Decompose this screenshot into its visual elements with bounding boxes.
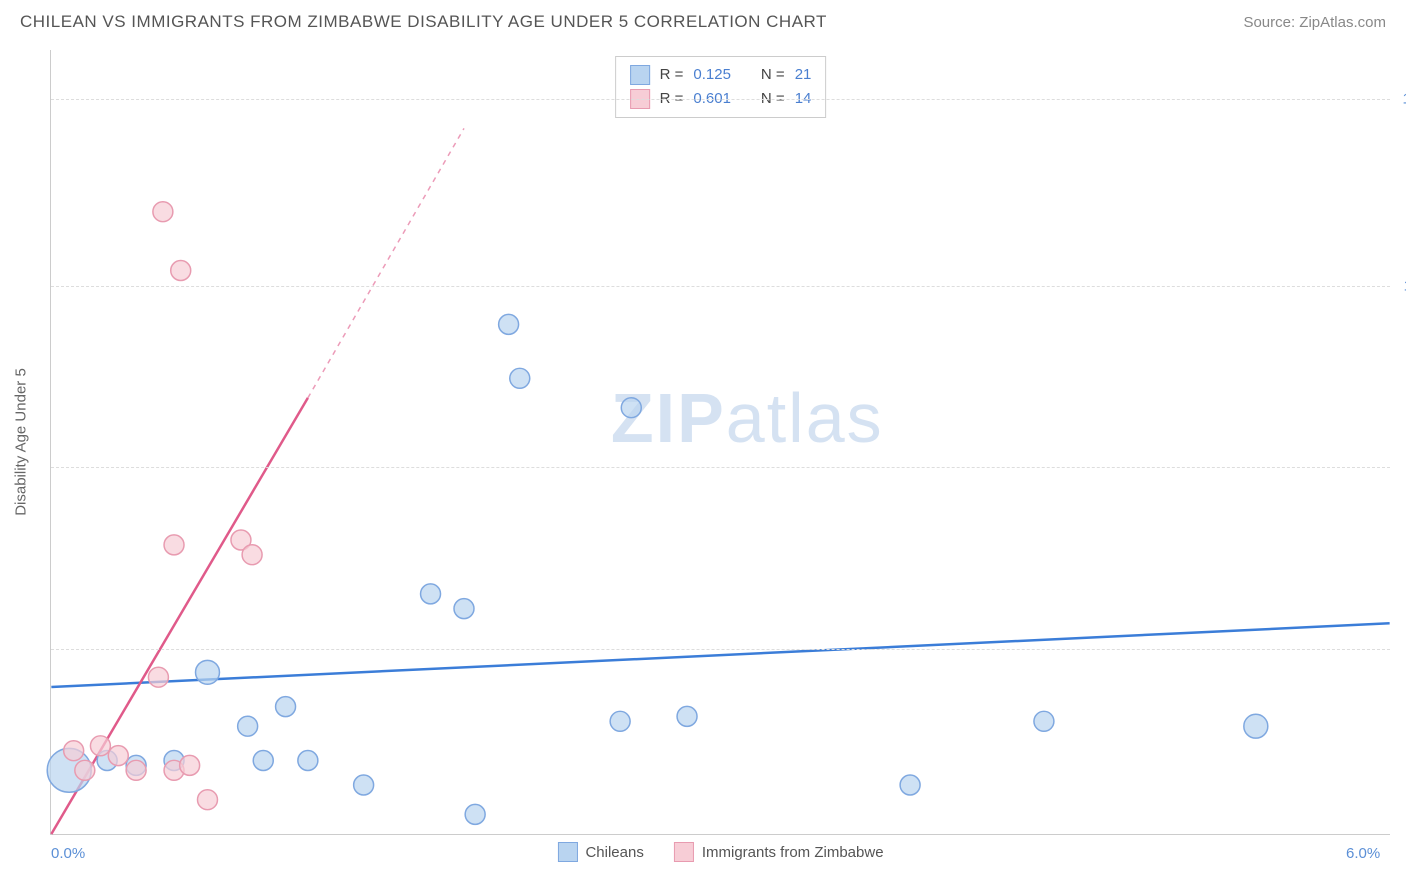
data-point (238, 716, 258, 736)
series-legend-item-1: Immigrants from Zimbabwe (674, 842, 884, 862)
data-point (465, 804, 485, 824)
data-point (75, 760, 95, 780)
y-tick-label: 3.8% (1395, 640, 1406, 657)
series-swatch-1 (674, 842, 694, 862)
data-point (253, 751, 273, 771)
data-point (454, 599, 474, 619)
gridline (51, 649, 1390, 650)
series-legend-item-0: Chileans (557, 842, 643, 862)
data-point (276, 697, 296, 717)
gridline (51, 286, 1390, 287)
data-point (90, 736, 110, 756)
gridline (51, 467, 1390, 468)
data-point (677, 706, 697, 726)
data-point (242, 545, 262, 565)
y-tick-label: 11.2% (1395, 277, 1406, 294)
trend-line-0 (51, 623, 1389, 687)
stats-legend-row-0: R = 0.125 N = 21 (630, 63, 812, 87)
data-point (610, 711, 630, 731)
x-tick-label: 0.0% (51, 845, 85, 862)
y-axis-title: Disability Age Under 5 (13, 368, 30, 516)
data-point (64, 741, 84, 761)
chart-title: CHILEAN VS IMMIGRANTS FROM ZIMBABWE DISA… (20, 12, 827, 32)
chart-plot-area: Disability Age Under 5 ZIPatlas R = 0.12… (50, 50, 1390, 835)
source-attribution: Source: ZipAtlas.com (1243, 14, 1386, 31)
r-label-0: R = (660, 63, 684, 87)
data-point (108, 746, 128, 766)
data-point (180, 755, 200, 775)
n-label-0: N = (761, 63, 785, 87)
data-point (171, 261, 191, 281)
data-point (510, 368, 530, 388)
data-point (354, 775, 374, 795)
y-tick-label: 7.5% (1395, 459, 1406, 476)
data-point (198, 790, 218, 810)
data-point (126, 760, 146, 780)
series-swatch-0 (557, 842, 577, 862)
data-point (153, 202, 173, 222)
series-name-0: Chileans (585, 844, 643, 861)
data-point (196, 660, 220, 684)
y-tick-label: 15.0% (1395, 91, 1406, 108)
series-legend: Chileans Immigrants from Zimbabwe (557, 842, 883, 862)
n-value-0: 21 (795, 63, 812, 87)
data-point (298, 751, 318, 771)
plot-svg (51, 50, 1390, 834)
data-point (900, 775, 920, 795)
stats-legend: R = 0.125 N = 21 R = 0.601 N = 14 (615, 56, 827, 118)
data-point (1244, 714, 1268, 738)
x-tick-label: 6.0% (1346, 845, 1380, 862)
gridline (51, 99, 1390, 100)
trend-line-dash-1 (308, 128, 464, 398)
legend-swatch-0 (630, 65, 650, 85)
data-point (621, 398, 641, 418)
data-point (499, 314, 519, 334)
data-point (164, 535, 184, 555)
r-value-0: 0.125 (693, 63, 731, 87)
data-point (1034, 711, 1054, 731)
series-name-1: Immigrants from Zimbabwe (702, 844, 884, 861)
data-point (421, 584, 441, 604)
data-point (148, 667, 168, 687)
